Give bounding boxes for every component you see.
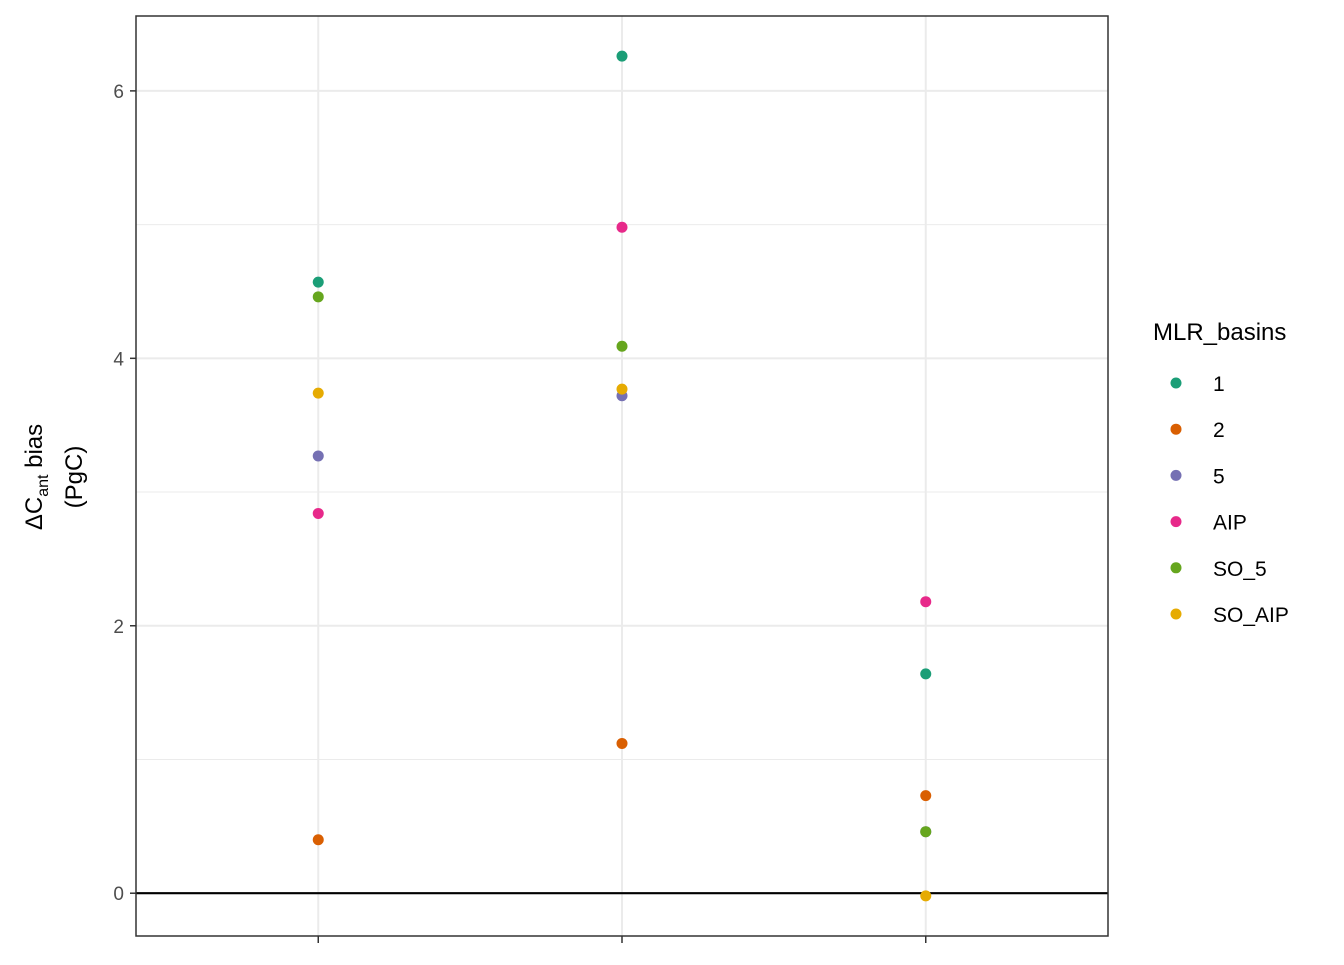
point — [312, 450, 324, 462]
point — [616, 383, 628, 395]
y-label-part: bias — [21, 424, 48, 475]
point — [920, 596, 932, 608]
y-tick-label: 0 — [113, 884, 124, 905]
point — [312, 834, 324, 846]
legend-label: 5 — [1213, 465, 1225, 488]
legend-key — [1170, 562, 1182, 574]
legend-key — [1170, 377, 1182, 389]
point — [616, 340, 628, 352]
point — [312, 387, 324, 399]
point — [616, 50, 628, 62]
y-axis-label: ΔCant bias — [21, 424, 52, 530]
point — [920, 790, 932, 802]
y-label-sub: ant — [35, 474, 52, 497]
point — [616, 221, 628, 233]
point — [312, 291, 324, 303]
legend-key — [1170, 516, 1182, 528]
point — [616, 737, 628, 749]
y-label-part: ΔC — [21, 497, 48, 530]
panel-border — [135, 15, 1109, 937]
point — [312, 276, 324, 288]
legend-label: SO_AIP — [1213, 604, 1289, 627]
y-tick-label: 6 — [113, 82, 124, 103]
legend-key — [1170, 423, 1182, 435]
legend-label: AIP — [1213, 512, 1247, 535]
point — [920, 890, 932, 902]
legend-label: 1 — [1213, 373, 1225, 396]
y-tick-label: 4 — [113, 349, 124, 370]
legend-key — [1170, 608, 1182, 620]
y-axis-label-line2: (PgC) — [61, 446, 88, 509]
legend-label: SO_5 — [1213, 558, 1267, 581]
legend-label: 2 — [1213, 419, 1225, 442]
point — [920, 826, 932, 838]
legend-title: MLR_basins — [1153, 319, 1286, 346]
y-tick-label: 2 — [113, 617, 124, 638]
point — [312, 507, 324, 519]
legend-key — [1170, 469, 1182, 481]
point — [920, 668, 932, 680]
